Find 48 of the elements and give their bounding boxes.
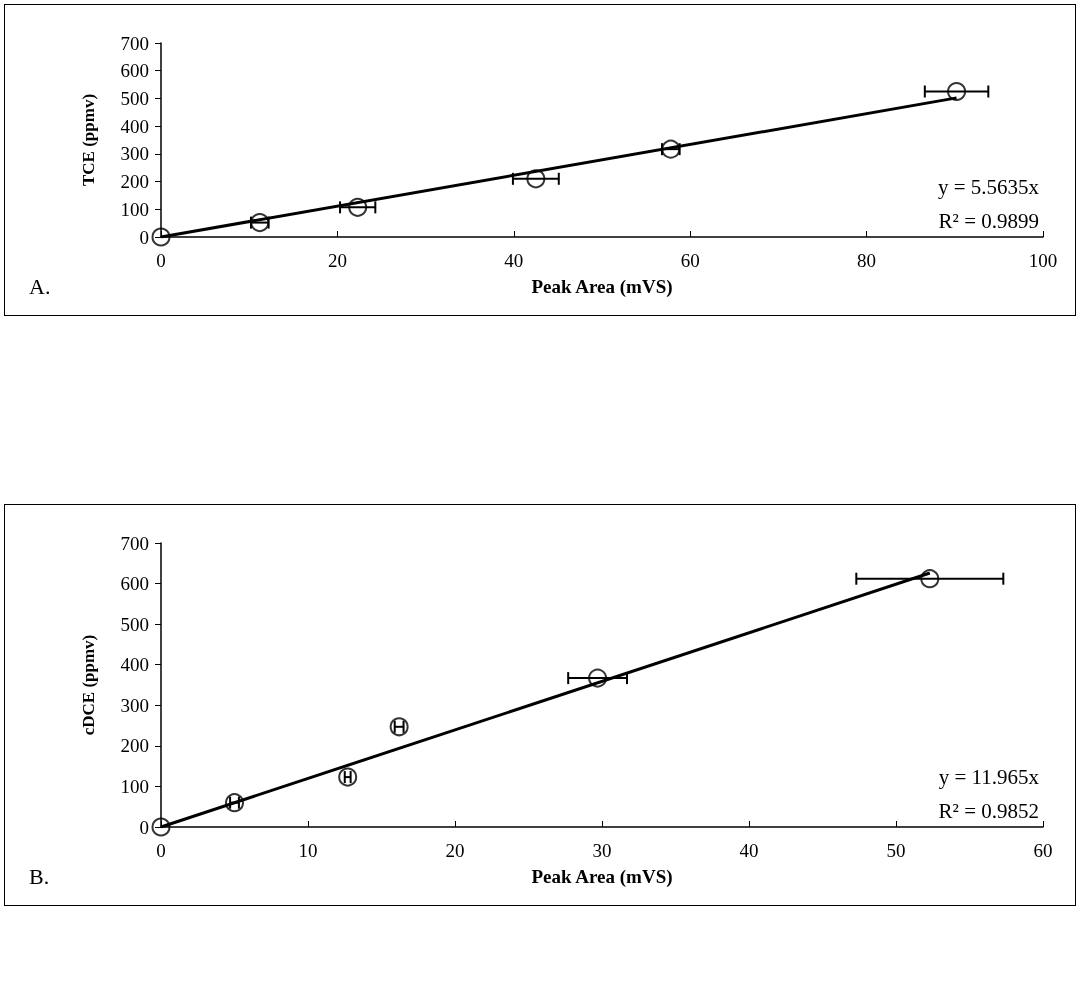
y-tick-label: 200 xyxy=(120,735,149,757)
y-tick-label: 600 xyxy=(120,573,149,595)
y-tick-label: 200 xyxy=(120,171,149,193)
x-tick-label: 40 xyxy=(739,840,759,861)
y-tick-label: 400 xyxy=(120,654,149,676)
y-tick-label: 300 xyxy=(120,143,149,165)
point xyxy=(151,817,171,837)
y-tick-label: 600 xyxy=(120,60,149,82)
annotation: y = 11.965x xyxy=(938,764,1040,789)
text: B. xyxy=(29,863,50,889)
x-axis-title: Peak Area (mVS) xyxy=(531,276,673,298)
point xyxy=(588,668,608,688)
text: A. xyxy=(29,273,51,299)
annotation: R² = 0.9899 xyxy=(938,208,1040,233)
point xyxy=(348,197,368,217)
x-tick-label: 0 xyxy=(156,840,166,861)
x-tick-label: 50 xyxy=(886,840,906,861)
y-axis-title: cDCE (ppmv) xyxy=(79,634,98,736)
point xyxy=(225,793,244,813)
x-tick-label: 60 xyxy=(680,250,700,271)
x-tick-label: 10 xyxy=(298,840,318,861)
x-tick-label: 40 xyxy=(504,250,524,271)
point xyxy=(947,82,967,101)
x-axis-title: Peak Area (mVS) xyxy=(531,866,673,888)
x-tick-label: 30 xyxy=(592,840,612,861)
y-tick-label: 0 xyxy=(139,226,149,248)
x-tick-label: 80 xyxy=(857,250,877,271)
point xyxy=(151,227,171,247)
x-tick-label: 20 xyxy=(445,840,465,861)
y-tick-label: 500 xyxy=(120,87,149,109)
y-tick-label: 100 xyxy=(120,198,149,220)
y-tick-label: 700 xyxy=(120,532,149,554)
y-tick-label: 300 xyxy=(120,694,149,716)
x-tick-label: 0 xyxy=(156,250,166,271)
y-tick-label: 0 xyxy=(139,816,149,838)
y-tick-label: 500 xyxy=(120,613,149,635)
y-tick-label: 700 xyxy=(120,32,149,54)
x-tick-label: 20 xyxy=(327,250,347,271)
x-tick-label: 60 xyxy=(1033,840,1053,861)
y-axis-title: TCE (ppmv) xyxy=(79,93,98,187)
y-tick-label: 400 xyxy=(120,115,149,137)
annotation: y = 5.5635x xyxy=(937,174,1040,199)
annotation: R² = 0.9852 xyxy=(938,798,1040,823)
point xyxy=(920,569,940,589)
y-tick-label: 100 xyxy=(120,775,149,797)
point xyxy=(338,767,358,787)
x-tick-label: 100 xyxy=(1028,250,1058,271)
point xyxy=(526,169,546,189)
